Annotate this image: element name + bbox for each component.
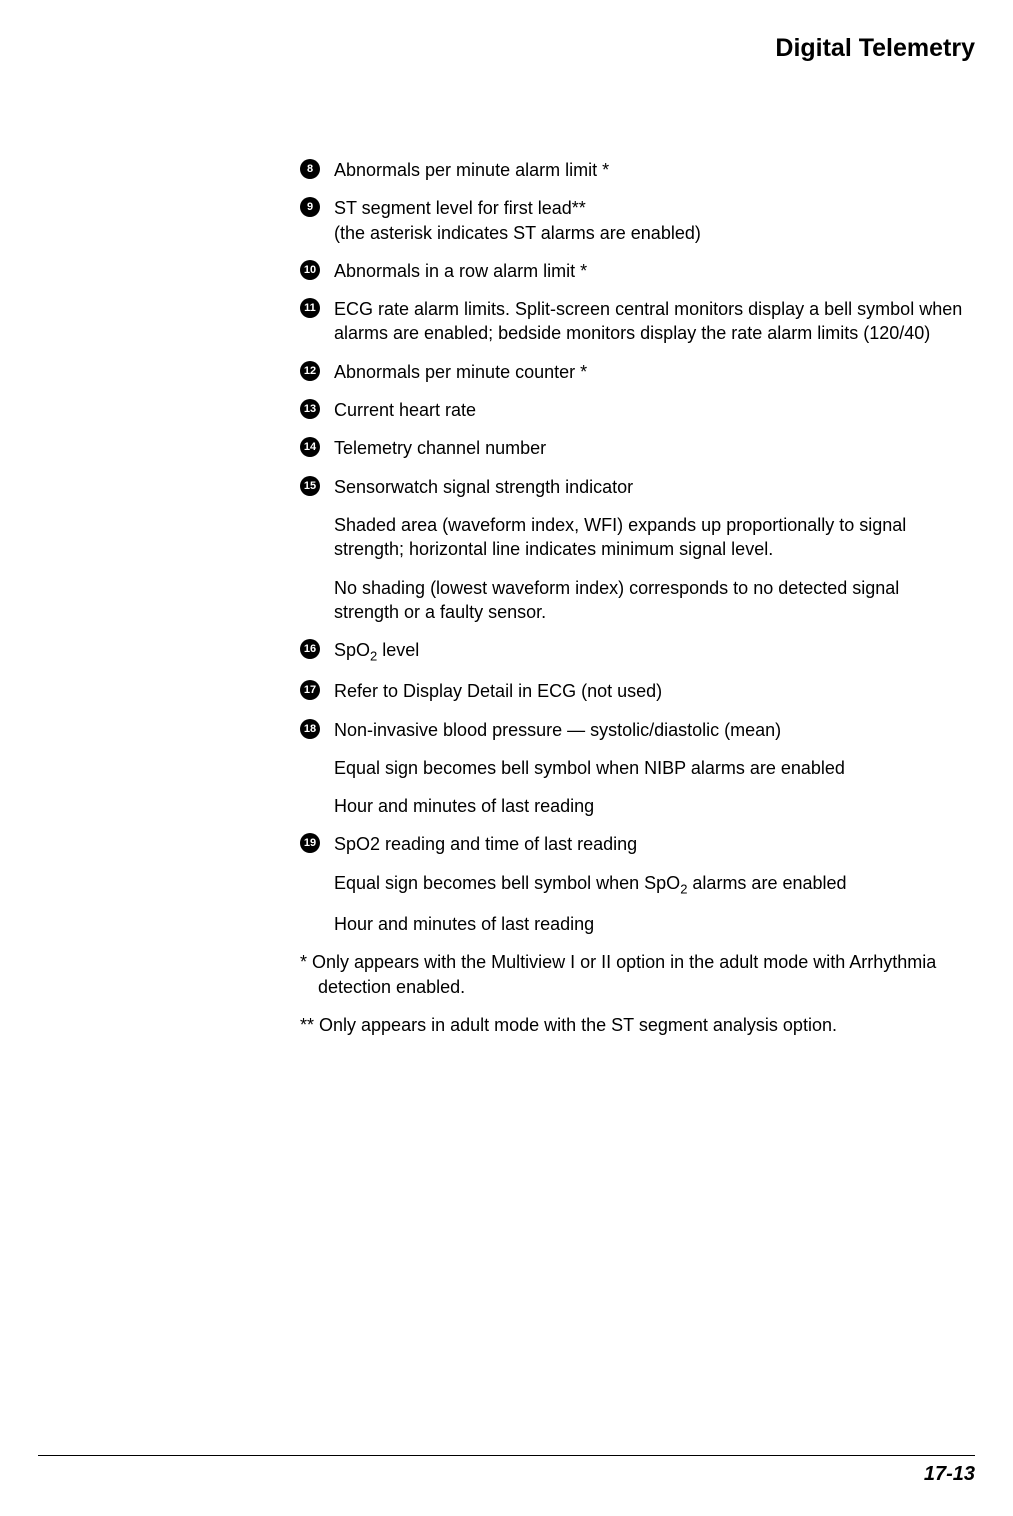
footnote-1: * Only appears with the Multiview I or I… xyxy=(300,950,965,999)
list-item-17: 17 Refer to Display Detail in ECG (not u… xyxy=(300,679,965,703)
list-item-16: 16 SpO2 level xyxy=(300,638,965,665)
sub19a-post: alarms are enabled xyxy=(687,873,846,893)
item-text-10: Abnormals in a row alarm limit * xyxy=(334,259,587,283)
sub-paragraph-18b: Hour and minutes of last reading xyxy=(334,794,965,818)
circle-number-16: 16 xyxy=(300,639,320,659)
footer-rule xyxy=(38,1455,975,1456)
item-text-16: SpO2 level xyxy=(334,638,419,665)
circle-number-13: 13 xyxy=(300,399,320,419)
item-text-9: ST segment level for first lead** (the a… xyxy=(334,196,701,245)
item-text-18: Non-invasive blood pressure — systolic/d… xyxy=(334,718,781,742)
item-text-12: Abnormals per minute counter * xyxy=(334,360,587,384)
circle-number-11: 11 xyxy=(300,298,320,318)
item-text-13: Current heart rate xyxy=(334,398,476,422)
circle-number-10: 10 xyxy=(300,260,320,280)
spo2-post: level xyxy=(377,640,419,660)
footnote-2: ** Only appears in adult mode with the S… xyxy=(300,1013,965,1037)
item-text-8: Abnormals per minute alarm limit * xyxy=(334,158,609,182)
list-item-10: 10 Abnormals in a row alarm limit * xyxy=(300,259,965,283)
item-text-19: SpO2 reading and time of last reading xyxy=(334,832,637,856)
page-title: Digital Telemetry xyxy=(775,34,975,63)
sub19a-pre: Equal sign becomes bell symbol when SpO xyxy=(334,873,680,893)
sub-paragraph-15a: Shaded area (waveform index, WFI) expand… xyxy=(334,513,965,562)
list-item-11: 11 ECG rate alarm limits. Split-screen c… xyxy=(300,297,965,346)
circle-number-9: 9 xyxy=(300,197,320,217)
sub-paragraph-19b: Hour and minutes of last reading xyxy=(334,912,965,936)
item-text-15: Sensorwatch signal strength indicator xyxy=(334,475,633,499)
spo2-pre: SpO xyxy=(334,640,370,660)
item-text-14: Telemetry channel number xyxy=(334,436,546,460)
circle-number-17: 17 xyxy=(300,680,320,700)
circle-number-8: 8 xyxy=(300,159,320,179)
circle-number-14: 14 xyxy=(300,437,320,457)
sub-paragraph-19a: Equal sign becomes bell symbol when SpO2… xyxy=(334,871,965,898)
list-item-13: 13 Current heart rate xyxy=(300,398,965,422)
item-text-11: ECG rate alarm limits. Split-screen cent… xyxy=(334,297,965,346)
circle-number-19: 19 xyxy=(300,833,320,853)
sub-paragraph-18a: Equal sign becomes bell symbol when NIBP… xyxy=(334,756,965,780)
sub-paragraph-15b: No shading (lowest waveform index) corre… xyxy=(334,576,965,625)
list-item-15: 15 Sensorwatch signal strength indicator xyxy=(300,475,965,499)
list-item-14: 14 Telemetry channel number xyxy=(300,436,965,460)
content-area: 8 Abnormals per minute alarm limit * 9 S… xyxy=(300,158,965,1051)
list-item-19: 19 SpO2 reading and time of last reading xyxy=(300,832,965,856)
list-item-9: 9 ST segment level for first lead** (the… xyxy=(300,196,965,245)
circle-number-18: 18 xyxy=(300,719,320,739)
list-item-8: 8 Abnormals per minute alarm limit * xyxy=(300,158,965,182)
circle-number-15: 15 xyxy=(300,476,320,496)
circle-number-12: 12 xyxy=(300,361,320,381)
item-text-17: Refer to Display Detail in ECG (not used… xyxy=(334,679,662,703)
list-item-18: 18 Non-invasive blood pressure — systoli… xyxy=(300,718,965,742)
page-number: 17-13 xyxy=(924,1463,975,1486)
list-item-12: 12 Abnormals per minute counter * xyxy=(300,360,965,384)
